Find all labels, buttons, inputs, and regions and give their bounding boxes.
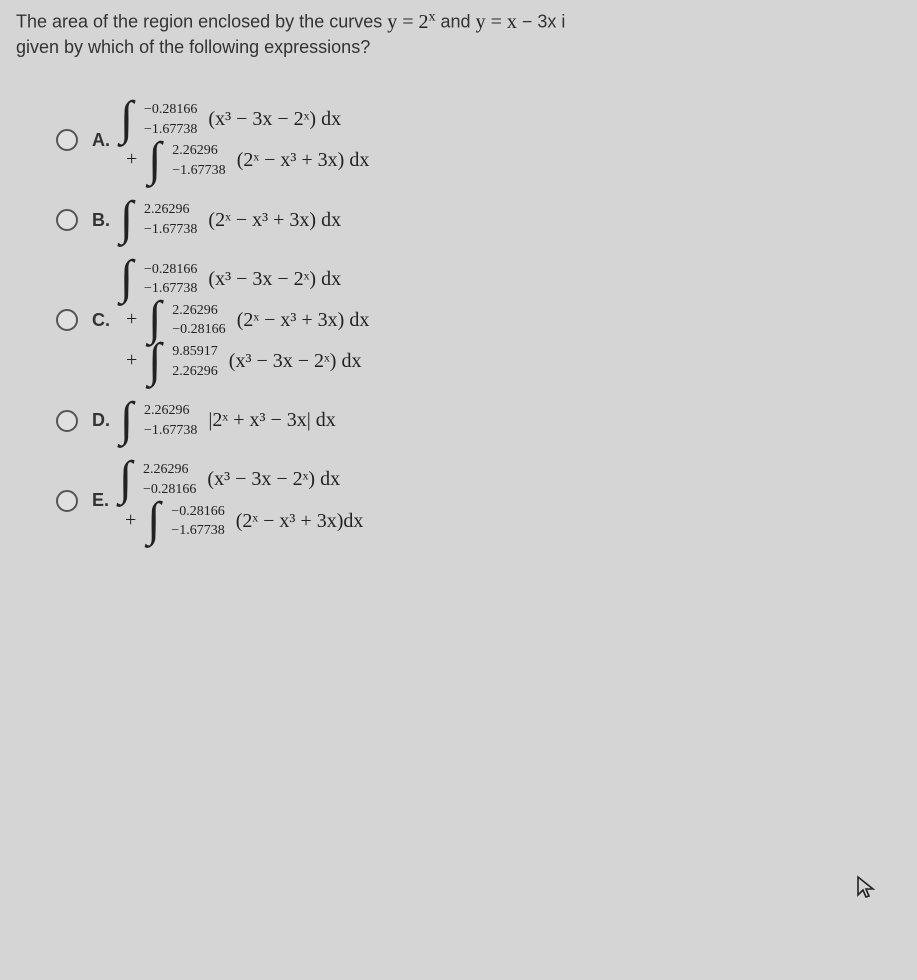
radio-b[interactable] <box>56 209 78 231</box>
radio-a[interactable] <box>56 129 78 151</box>
question-eq2: y = x <box>476 11 522 33</box>
option-d[interactable]: D. ∫ 2.26296 −1.67738 |2ˣ + x³ − 3x| dx <box>56 401 901 440</box>
option-e-math: ∫ 2.26296 −0.28166 (x³ − 3x − 2ˣ) dx + ∫… <box>119 458 363 542</box>
option-d-label: D. <box>92 410 110 431</box>
option-a[interactable]: A. ∫ −0.28166 −1.67738 (x³ − 3x − 2ˣ) dx… <box>56 98 901 182</box>
option-e-label: E. <box>92 490 109 511</box>
cursor-arrow-icon <box>855 875 877 908</box>
question-tail: − 3x i <box>522 12 566 32</box>
option-c[interactable]: C. ∫ −0.28166 −1.67738 (x³ − 3x − 2ˣ) dx… <box>56 258 901 384</box>
option-a-label: A. <box>92 130 110 151</box>
integral-icon: ∫ 2.26296 −1.67738 <box>148 141 225 180</box>
option-d-math: ∫ 2.26296 −1.67738 |2ˣ + x³ − 3x| dx <box>120 401 336 440</box>
question-line1-pre: The area of the region enclosed by the c… <box>16 12 387 32</box>
option-c-math: ∫ −0.28166 −1.67738 (x³ − 3x − 2ˣ) dx + … <box>120 258 369 384</box>
option-a-math: ∫ −0.28166 −1.67738 (x³ − 3x − 2ˣ) dx + … <box>120 98 369 182</box>
question-eq1: y = 2x <box>387 11 440 33</box>
question-text: The area of the region enclosed by the c… <box>16 8 901 60</box>
integral-icon: ∫ 2.26296 −1.67738 <box>120 401 197 440</box>
option-b-math: ∫ 2.26296 −1.67738 (2ˣ − x³ + 3x) dx <box>120 200 341 239</box>
options-list: A. ∫ −0.28166 −1.67738 (x³ − 3x − 2ˣ) dx… <box>16 88 901 543</box>
radio-d[interactable] <box>56 410 78 432</box>
option-c-label: C. <box>92 310 110 331</box>
option-b-label: B. <box>92 210 110 231</box>
integral-icon: ∫ −0.28166 −1.67738 <box>147 502 224 541</box>
option-e[interactable]: E. ∫ 2.26296 −0.28166 (x³ − 3x − 2ˣ) dx … <box>56 458 901 542</box>
radio-c[interactable] <box>56 309 78 331</box>
option-b[interactable]: B. ∫ 2.26296 −1.67738 (2ˣ − x³ + 3x) dx <box>56 200 901 239</box>
radio-e[interactable] <box>56 490 78 512</box>
question-line2: given by which of the following expressi… <box>16 37 370 57</box>
integral-icon: ∫ 9.85917 2.26296 <box>148 342 218 381</box>
integral-icon: ∫ 2.26296 −1.67738 <box>120 200 197 239</box>
question-and: and <box>441 12 476 32</box>
